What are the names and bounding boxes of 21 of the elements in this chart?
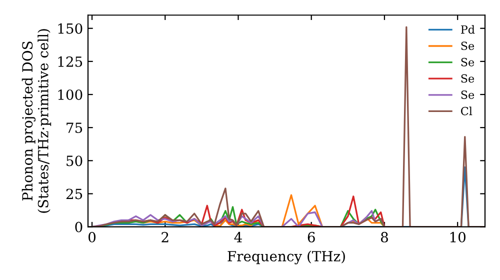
legend-label: Se	[461, 58, 474, 66]
legend-label: Pd	[461, 25, 475, 34]
y-tick-label: 50	[66, 156, 82, 166]
x-tick-label: 10	[450, 232, 466, 242]
y-tick-label: 0	[75, 222, 82, 232]
x-tick-label: 6	[308, 232, 315, 242]
x-tick-label: 2	[162, 232, 168, 242]
x-tick-label: 4	[234, 232, 242, 242]
y-tick-label: 75	[66, 122, 82, 134]
legend-label: Se	[461, 42, 474, 50]
y-axis-title: Phonon projected DOS (States/THz·primitive cell)	[22, 29, 52, 213]
y-tick-label: 125	[58, 56, 82, 67]
x-tick-label: 8	[380, 232, 388, 242]
legend-label: Se	[461, 74, 474, 83]
x-tick-label: 0	[88, 232, 96, 242]
y-tick-label: 100	[58, 89, 82, 100]
legend-label: Cl	[461, 106, 472, 116]
y-tick-label: 25	[66, 188, 82, 200]
legend-label: Se	[461, 90, 474, 99]
x-axis-title: Frequency (THz)	[228, 250, 345, 264]
y-tick-label: 150	[58, 23, 82, 34]
